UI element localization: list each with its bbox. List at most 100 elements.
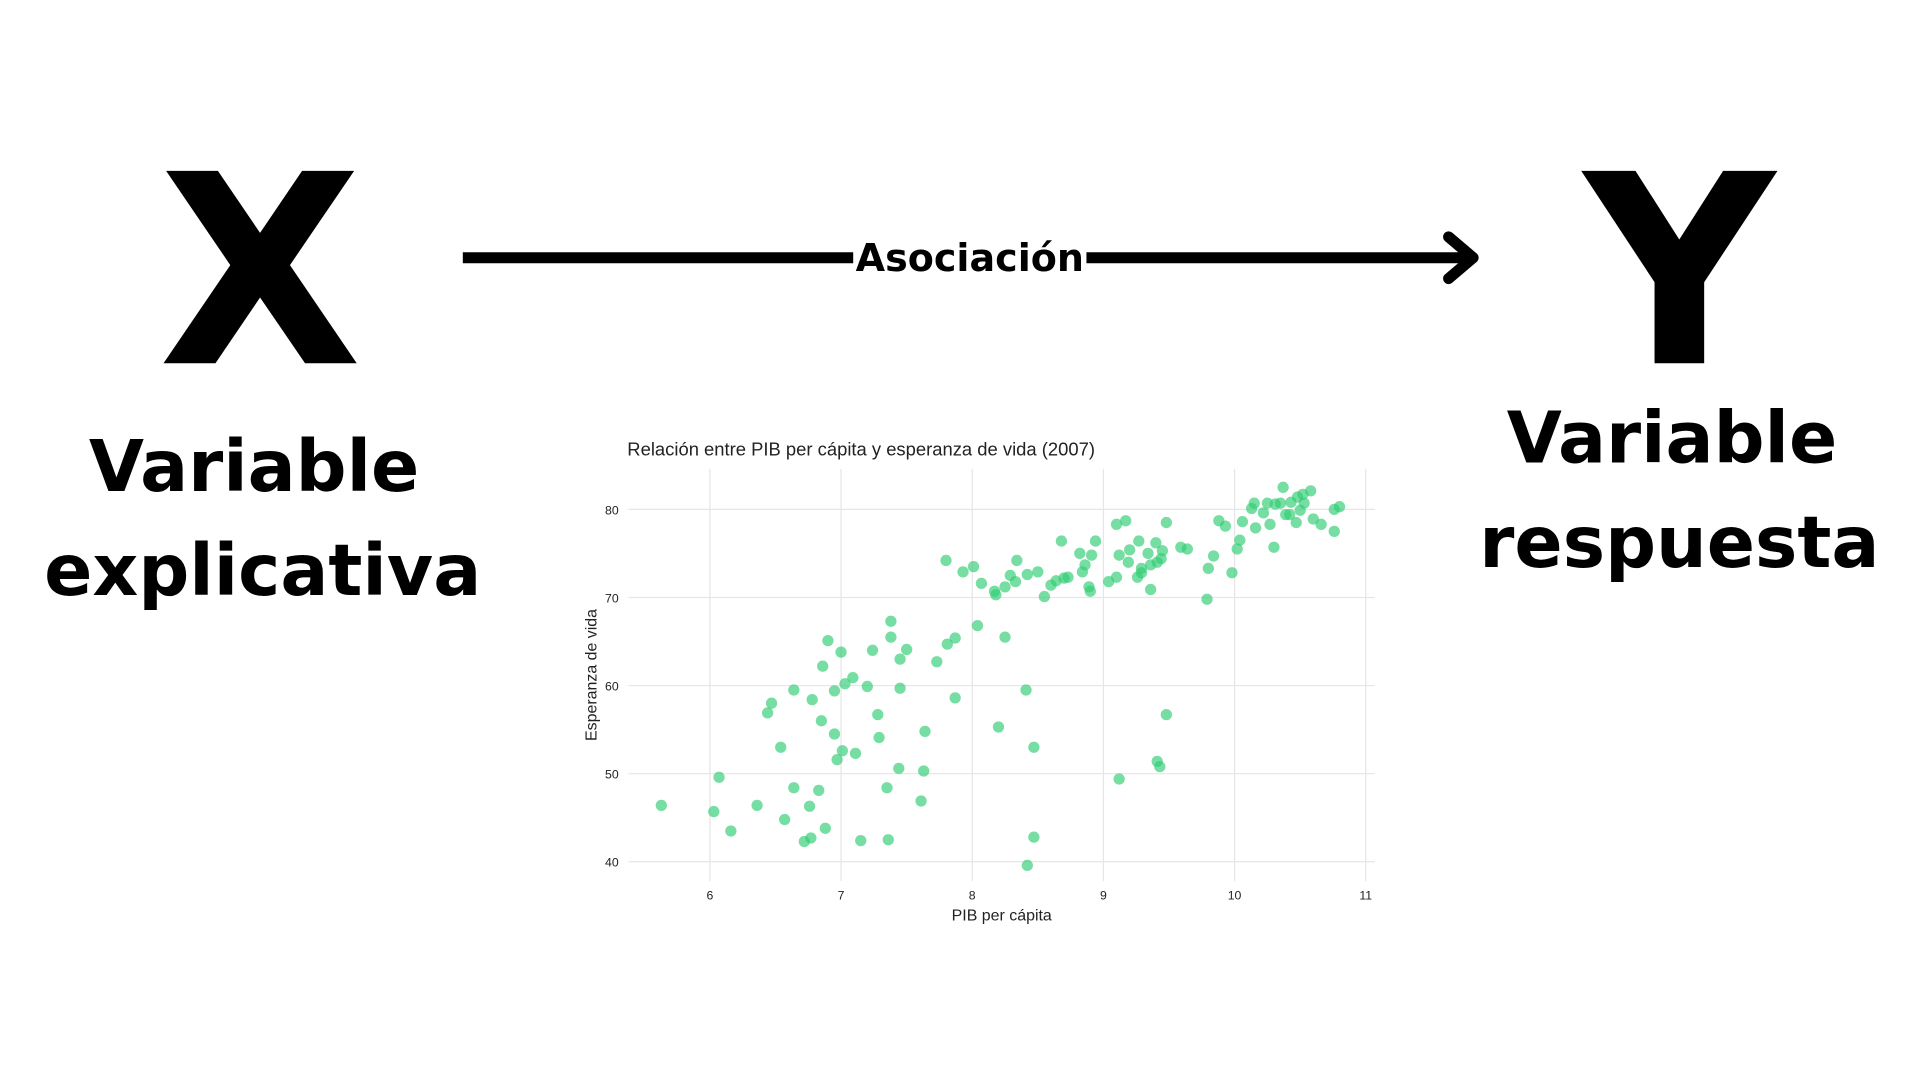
point: [1219, 520, 1232, 532]
scatter-chart: Relación entre PIB per cápita y esperanz…: [584, 438, 1375, 924]
point: [1284, 508, 1296, 521]
point: [1234, 534, 1246, 546]
point: [1113, 773, 1125, 785]
point: [1062, 571, 1074, 583]
point: [1021, 859, 1033, 871]
point: [885, 631, 897, 643]
point: [1264, 518, 1276, 530]
point: [788, 684, 800, 696]
point: [1328, 525, 1340, 538]
point: [828, 728, 841, 740]
point: [788, 782, 800, 794]
point: [765, 697, 778, 709]
point: [940, 554, 952, 567]
point: [805, 832, 817, 844]
point: [831, 753, 843, 766]
point: [1202, 562, 1214, 575]
point: [815, 715, 828, 727]
point: [1315, 518, 1327, 530]
point: [866, 644, 879, 656]
x-tick-label: 6: [706, 889, 713, 903]
point: [1274, 497, 1287, 509]
point: [949, 692, 961, 704]
point: [813, 784, 825, 797]
point: [761, 707, 774, 719]
point: [1226, 567, 1238, 579]
point: [881, 782, 893, 794]
y-symbol: Y: [1580, 119, 1778, 426]
point: [835, 646, 847, 658]
point: [1120, 515, 1132, 527]
point: [957, 566, 969, 578]
point: [918, 765, 930, 777]
point: [919, 725, 931, 738]
point: [1268, 541, 1280, 553]
point: [1144, 583, 1157, 596]
point: [1290, 516, 1302, 529]
point: [1055, 535, 1068, 547]
point: [713, 771, 725, 783]
point: [1142, 547, 1154, 560]
point: [894, 653, 906, 665]
y-tick-label: 40: [605, 856, 619, 870]
point: [915, 795, 927, 807]
point: [1156, 545, 1169, 557]
point: [1074, 547, 1086, 560]
point: [1135, 567, 1148, 579]
point: [1160, 709, 1173, 721]
point: [1110, 571, 1123, 583]
point: [1207, 550, 1220, 562]
point: [655, 799, 667, 812]
point: [1009, 575, 1022, 588]
point: [1160, 516, 1173, 529]
point: [971, 620, 984, 632]
point: [900, 643, 913, 656]
point: [894, 682, 906, 694]
point: [1249, 522, 1262, 534]
y-tick-label: 50: [605, 768, 619, 782]
point: [819, 822, 831, 834]
point: [893, 762, 905, 775]
point: [828, 685, 841, 697]
x-axis-label: PIB per cápita: [952, 907, 1052, 924]
point: [967, 560, 980, 573]
point: [975, 577, 988, 590]
point: [1089, 535, 1102, 547]
point: [1333, 501, 1346, 513]
point: [999, 581, 1011, 593]
point: [1231, 543, 1243, 555]
point: [1085, 549, 1098, 561]
point: [999, 631, 1011, 643]
x-tick-label: 11: [1359, 889, 1372, 903]
point: [1236, 516, 1249, 528]
point: [1011, 554, 1023, 567]
point: [1181, 543, 1194, 555]
point: [822, 634, 834, 647]
point: [873, 731, 885, 744]
point: [1305, 485, 1317, 497]
point: [1122, 556, 1134, 568]
point: [839, 678, 851, 690]
x-symbol: X: [159, 119, 362, 426]
point: [1028, 741, 1040, 753]
arrow-label: Asociación: [856, 236, 1084, 280]
point: [1021, 568, 1033, 581]
x-tick-label: 8: [969, 889, 976, 903]
chart-title: Relación entre PIB per cápita y esperanz…: [627, 438, 1095, 459]
point: [775, 741, 787, 753]
point: [1084, 585, 1096, 597]
point: [1113, 549, 1125, 561]
right-label: Variable: [1507, 397, 1837, 480]
x-tick-label: 9: [1100, 889, 1107, 903]
point: [725, 825, 737, 837]
point: [1298, 497, 1310, 509]
arrow-head: [1443, 231, 1479, 285]
point: [849, 747, 862, 760]
point: [1123, 544, 1136, 556]
point: [1110, 518, 1123, 530]
left-label: explicativa: [44, 529, 481, 612]
point: [1079, 559, 1091, 571]
point: [751, 799, 763, 812]
point: [882, 834, 894, 846]
